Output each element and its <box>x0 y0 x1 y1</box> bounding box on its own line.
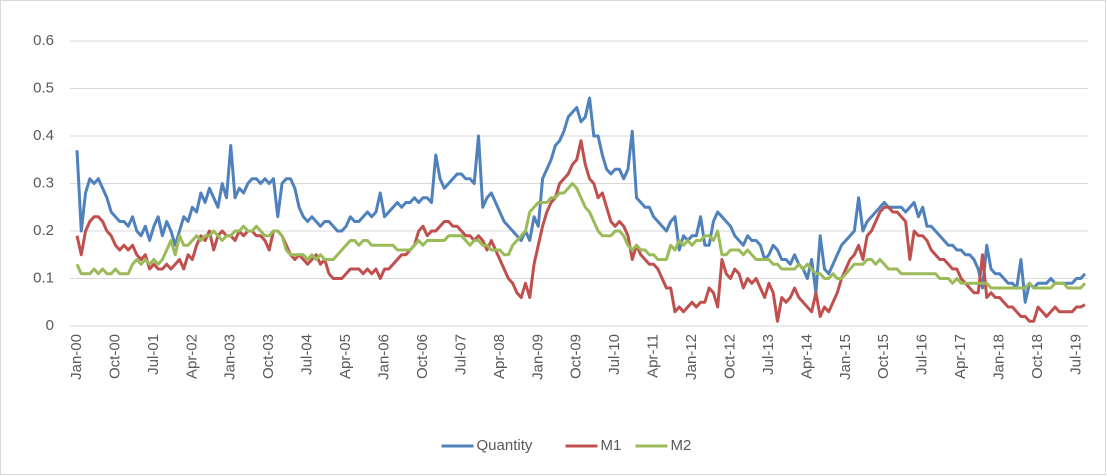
x-tick-label: Jul-04 <box>299 334 316 375</box>
legend-label: M2 <box>671 437 692 454</box>
legend-label: M1 <box>601 437 622 454</box>
legend-label: Quantity <box>477 437 533 454</box>
x-tick-label: Jul-19 <box>1067 334 1084 375</box>
x-tick-label: Jul-01 <box>145 334 162 375</box>
x-tick-label: Oct-06 <box>414 334 431 379</box>
x-tick-label: Oct-03 <box>260 334 277 379</box>
x-tick-label: Jul-07 <box>452 334 469 375</box>
y-tick-label: 0 <box>46 317 54 334</box>
x-tick-label: Jul-10 <box>606 334 623 375</box>
x-tick-label: Oct-09 <box>568 334 585 379</box>
line-series <box>75 182 1087 290</box>
y-tick-label: 0.2 <box>33 222 54 239</box>
x-tick-label: Oct-12 <box>721 334 738 379</box>
x-tick-label: Jan-12 <box>683 334 700 380</box>
x-tick-label: Oct-18 <box>1029 334 1046 379</box>
y-tick-label: 0.1 <box>33 269 54 286</box>
x-tick-label: Apr-17 <box>952 334 969 379</box>
x-tick-label: Apr-08 <box>491 334 508 379</box>
x-tick-label: Jul-16 <box>914 334 931 375</box>
x-tick-label: Apr-11 <box>645 334 662 378</box>
line-series <box>75 96 1087 304</box>
x-tick-label: Apr-02 <box>183 334 200 379</box>
x-tick-label: Jan-06 <box>375 334 392 380</box>
x-tick-label: Oct-15 <box>875 334 892 379</box>
y-tick-label: 0.6 <box>33 32 54 49</box>
y-tick-label: 0.3 <box>33 174 54 191</box>
x-tick-label: Jul-13 <box>760 334 777 375</box>
y-tick-label: 0.5 <box>33 79 54 96</box>
x-tick-label: Jan-09 <box>529 334 546 380</box>
line-series <box>75 139 1086 323</box>
x-tick-label: Jan-15 <box>837 334 854 380</box>
x-tick-label: Jan-03 <box>222 334 239 380</box>
x-tick-label: Jan-18 <box>991 334 1008 380</box>
x-tick-label: Oct-00 <box>106 334 123 379</box>
x-tick-label: Apr-14 <box>798 334 815 379</box>
x-tick-label: Jan-00 <box>68 334 85 380</box>
x-tick-label: Apr-05 <box>337 334 354 379</box>
y-tick-label: 0.4 <box>33 127 54 144</box>
